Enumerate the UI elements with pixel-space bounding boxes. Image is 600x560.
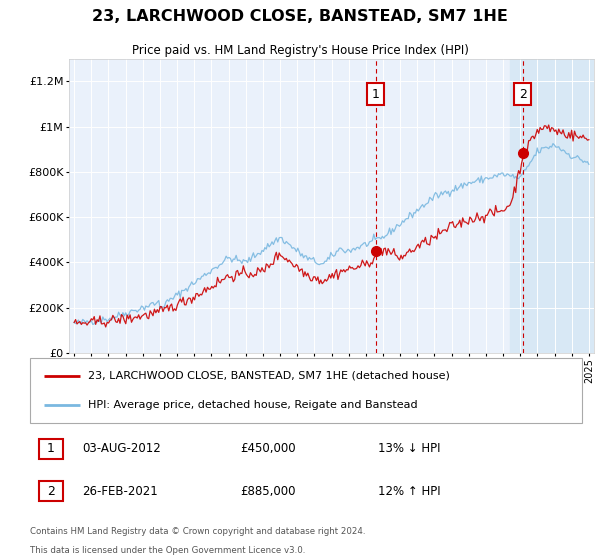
Text: 23, LARCHWOOD CLOSE, BANSTEAD, SM7 1HE (detached house): 23, LARCHWOOD CLOSE, BANSTEAD, SM7 1HE (… (88, 371, 450, 381)
Text: £885,000: £885,000 (240, 485, 295, 498)
Text: 2: 2 (47, 485, 55, 498)
Text: 13% ↓ HPI: 13% ↓ HPI (378, 442, 440, 455)
Text: 1: 1 (372, 87, 380, 101)
Text: 03-AUG-2012: 03-AUG-2012 (82, 442, 161, 455)
Text: 12% ↑ HPI: 12% ↑ HPI (378, 485, 440, 498)
Text: HPI: Average price, detached house, Reigate and Banstead: HPI: Average price, detached house, Reig… (88, 400, 418, 410)
Text: Price paid vs. HM Land Registry's House Price Index (HPI): Price paid vs. HM Land Registry's House … (131, 44, 469, 57)
Text: 26-FEB-2021: 26-FEB-2021 (82, 485, 158, 498)
Text: This data is licensed under the Open Government Licence v3.0.: This data is licensed under the Open Gov… (30, 547, 305, 556)
FancyBboxPatch shape (40, 481, 62, 501)
Text: 2: 2 (519, 87, 527, 101)
FancyBboxPatch shape (40, 438, 62, 459)
Text: £450,000: £450,000 (240, 442, 295, 455)
Text: Contains HM Land Registry data © Crown copyright and database right 2024.: Contains HM Land Registry data © Crown c… (30, 526, 365, 536)
Text: 23, LARCHWOOD CLOSE, BANSTEAD, SM7 1HE: 23, LARCHWOOD CLOSE, BANSTEAD, SM7 1HE (92, 9, 508, 24)
Bar (510, 59, 594, 353)
FancyBboxPatch shape (30, 358, 582, 423)
Text: 1: 1 (47, 442, 55, 455)
